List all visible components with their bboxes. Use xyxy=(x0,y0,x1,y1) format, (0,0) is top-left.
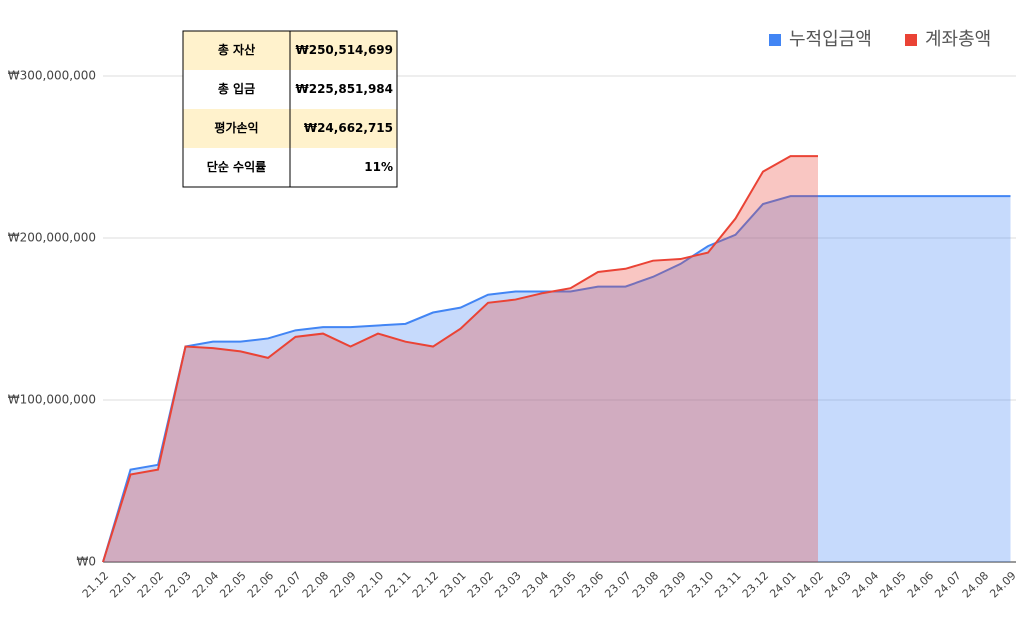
table-cell xyxy=(290,31,397,70)
series-line xyxy=(102,155,818,563)
x-tick-label: 23.12 xyxy=(740,569,771,600)
table-label: 평가손익 xyxy=(214,120,258,135)
x-tick-label: 24.03 xyxy=(822,569,853,600)
legend-label: 누적입금액 xyxy=(789,29,872,50)
x-tick-label: 24.02 xyxy=(795,569,826,600)
x-tick-label: 22.12 xyxy=(410,569,441,600)
table-value: 11% xyxy=(364,160,393,174)
x-tick-label: 23.09 xyxy=(657,569,688,600)
x-tick-label: 23.08 xyxy=(630,569,661,600)
legend-label: 계좌총액 xyxy=(925,29,991,50)
x-tick-label: 23.02 xyxy=(465,569,496,600)
table-cell xyxy=(183,148,290,187)
x-tick-label: 22.04 xyxy=(190,569,221,600)
legend-swatch xyxy=(905,34,917,46)
x-tick-label: 24.06 xyxy=(905,569,936,600)
x-tick-label: 24.04 xyxy=(850,569,881,600)
areas xyxy=(102,155,1011,563)
table-value: ₩225,851,984 xyxy=(296,82,394,96)
x-tick-label: 23.06 xyxy=(575,569,606,600)
table-cell xyxy=(183,109,290,148)
x-tick-label: 22.05 xyxy=(217,569,248,600)
table-cell xyxy=(290,148,397,187)
x-tick-label: 23.10 xyxy=(685,569,716,600)
table-value: ₩24,662,715 xyxy=(304,121,393,135)
x-tick-label: 21.12 xyxy=(80,569,111,600)
y-tick-label: ₩300,000,000 xyxy=(8,69,96,83)
x-tick-label: 22.07 xyxy=(272,569,303,600)
x-tick-label: 23.07 xyxy=(602,569,633,600)
x-tick-label: 24.05 xyxy=(877,569,908,600)
x-tick-label: 22.10 xyxy=(355,569,386,600)
x-tick-label: 24.01 xyxy=(767,569,798,600)
x-tick-label: 24.08 xyxy=(960,569,991,600)
x-tick-label: 23.01 xyxy=(437,569,468,600)
x-tick-label: 23.11 xyxy=(712,569,743,600)
area-fill xyxy=(103,196,1011,562)
x-tick-label: 22.03 xyxy=(162,569,193,600)
table-label: 총 입금 xyxy=(218,81,255,96)
x-tick-label: 24.07 xyxy=(932,569,963,600)
y-tick-label: ₩0 xyxy=(77,555,97,569)
y-tick-label: ₩100,000,000 xyxy=(8,393,96,407)
area-fill xyxy=(103,156,818,562)
table-label: 총 자산 xyxy=(218,42,255,57)
table-label: 단순 수익률 xyxy=(207,159,266,174)
x-tick-label: 22.01 xyxy=(107,569,138,600)
table-cell xyxy=(183,70,290,109)
table-cell xyxy=(290,70,397,109)
summary-table: 총 자산 ₩250,514,699 총 입금 ₩225,851,984 평가손익 ₩24,… xyxy=(182,30,398,188)
x-tick-label: 22.09 xyxy=(327,569,358,600)
x-tick-label: 23.04 xyxy=(520,569,551,600)
x-tick-label: 22.02 xyxy=(135,569,166,600)
x-tick-label: 22.06 xyxy=(245,569,276,600)
y-tick-label: ₩200,000,000 xyxy=(8,231,96,245)
x-tick-label: 22.11 xyxy=(382,569,413,600)
legend-swatch xyxy=(769,34,781,46)
x-tick-label: 23.05 xyxy=(547,569,578,600)
table-value: ₩250,514,699 xyxy=(296,43,394,57)
x-tick-label: 24.09 xyxy=(987,569,1016,600)
table-cell xyxy=(183,31,290,70)
table-cell xyxy=(290,109,397,148)
x-tick-label: 22.08 xyxy=(300,569,331,600)
x-tick-label: 23.03 xyxy=(492,569,523,600)
